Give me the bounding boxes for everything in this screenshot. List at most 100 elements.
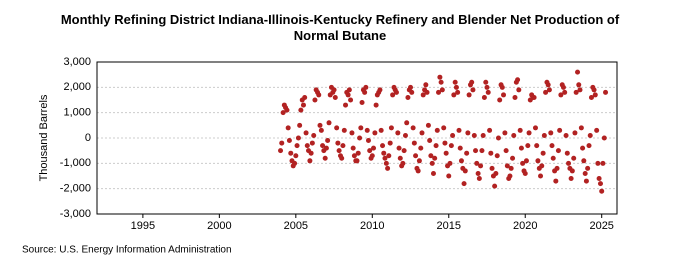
data-point — [515, 77, 521, 83]
data-point — [453, 84, 459, 90]
data-point — [470, 87, 476, 93]
data-point — [416, 158, 422, 164]
data-point — [546, 87, 552, 93]
data-point — [518, 145, 524, 151]
data-point — [377, 87, 383, 93]
data-point — [383, 160, 389, 166]
data-point — [503, 148, 509, 154]
data-point — [497, 97, 503, 103]
data-point — [433, 143, 439, 149]
data-point — [334, 125, 340, 131]
data-point — [318, 127, 324, 133]
data-point — [441, 125, 447, 131]
data-point — [549, 143, 555, 149]
y-tick-label: 1,000 — [63, 107, 91, 119]
data-point — [298, 107, 304, 113]
data-point — [424, 89, 430, 95]
data-point — [476, 176, 482, 182]
data-point — [419, 130, 425, 136]
data-point — [297, 122, 303, 128]
data-point — [404, 120, 410, 126]
data-point — [304, 143, 310, 149]
data-point — [466, 92, 472, 98]
data-point — [583, 178, 589, 184]
data-point — [339, 155, 345, 161]
y-tick-label: -2,000 — [60, 183, 91, 195]
data-point — [413, 153, 419, 159]
data-point — [358, 125, 364, 131]
data-point — [560, 84, 566, 90]
data-point — [332, 94, 338, 100]
source: Source: U.S. Energy Information Administ… — [22, 245, 232, 256]
data-point — [443, 150, 449, 156]
data-point — [428, 153, 434, 159]
data-point — [582, 170, 588, 176]
data-point — [494, 153, 500, 159]
data-point — [367, 148, 373, 154]
data-point — [572, 130, 578, 136]
data-point — [585, 165, 591, 171]
data-point — [571, 155, 577, 161]
data-point — [576, 82, 582, 88]
data-point — [507, 173, 513, 179]
data-point — [502, 130, 508, 136]
data-point — [543, 89, 549, 95]
data-point — [575, 69, 581, 75]
data-point — [415, 168, 421, 174]
data-point — [455, 89, 461, 95]
x-tick-label: 2010 — [360, 220, 384, 232]
y-tick-label: 0 — [85, 132, 91, 144]
x-tick-label: 2020 — [513, 220, 537, 232]
data-point — [539, 163, 545, 169]
data-point — [446, 173, 452, 179]
data-point — [563, 132, 569, 138]
data-point — [402, 132, 408, 138]
data-point — [473, 148, 479, 154]
data-point — [465, 130, 471, 136]
data-point — [429, 160, 435, 166]
data-point — [596, 176, 602, 182]
x-tick-label: 2015 — [437, 220, 461, 232]
data-point — [380, 143, 386, 149]
data-point — [362, 89, 368, 95]
data-point — [388, 125, 394, 131]
data-point — [581, 158, 587, 164]
data-point — [451, 92, 457, 98]
data-point — [343, 102, 349, 108]
data-point — [434, 127, 440, 133]
data-point — [555, 148, 561, 154]
data-point — [387, 140, 393, 146]
data-point — [452, 79, 458, 85]
data-point — [504, 163, 510, 169]
data-point — [323, 145, 329, 151]
data-point — [420, 92, 426, 98]
data-point — [285, 125, 291, 131]
data-point — [381, 150, 387, 156]
data-point — [603, 89, 609, 95]
data-point — [499, 84, 505, 90]
data-point — [508, 165, 514, 171]
data-point — [409, 89, 415, 95]
data-point — [457, 145, 463, 151]
data-point — [293, 153, 299, 159]
data-point — [307, 158, 313, 164]
data-point — [520, 160, 526, 166]
data-point — [545, 82, 551, 88]
data-point — [432, 155, 438, 161]
data-point — [595, 160, 601, 166]
data-point — [430, 170, 436, 176]
data-point — [390, 92, 396, 98]
data-point — [447, 160, 453, 166]
data-point — [316, 92, 322, 98]
data-point — [364, 127, 370, 133]
data-point — [480, 132, 486, 138]
data-point — [532, 125, 538, 131]
data-point — [411, 140, 417, 146]
data-point — [464, 150, 470, 156]
data-point — [284, 107, 290, 113]
data-point — [578, 125, 584, 131]
data-point — [601, 135, 607, 141]
data-point — [395, 130, 401, 136]
y-tick-label: 3,000 — [63, 56, 91, 68]
data-point — [517, 127, 523, 133]
